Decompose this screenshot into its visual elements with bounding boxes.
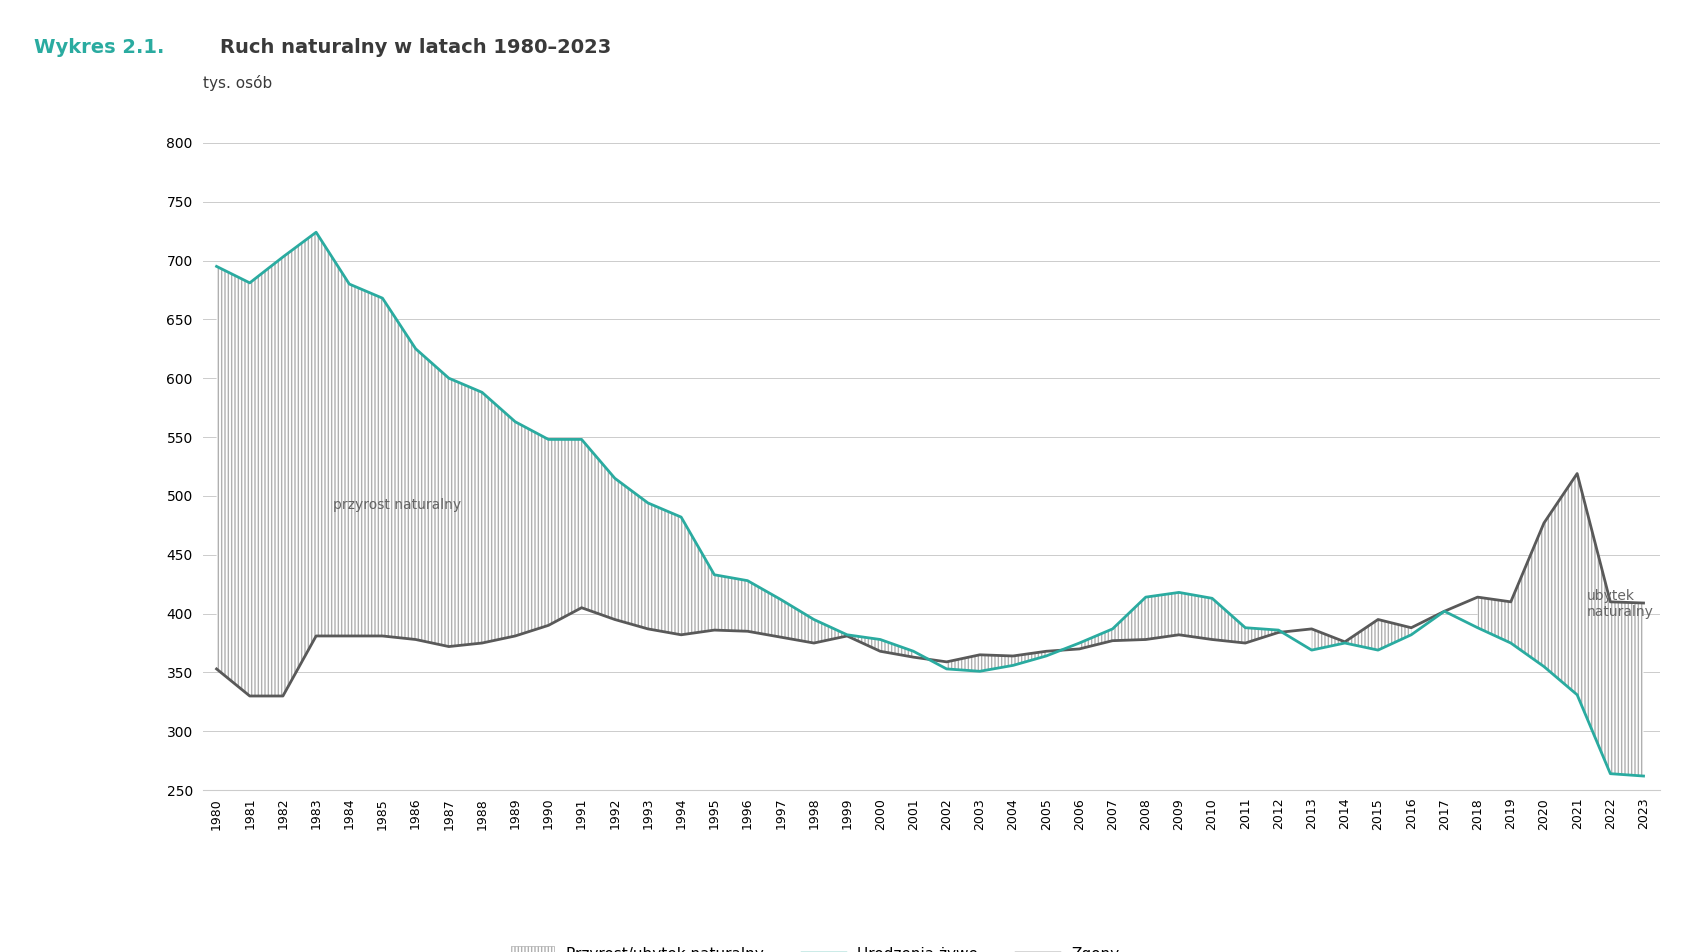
Legend: Przyrost/ubytek naturalny, Urodzenia żywe, Zgony: Przyrost/ubytek naturalny, Urodzenia żyw…: [505, 941, 1125, 952]
Text: tys. osób: tys. osób: [203, 75, 273, 91]
Text: Ruch naturalny w latach 1980–2023: Ruch naturalny w latach 1980–2023: [220, 38, 612, 57]
Text: ubytek
naturalny: ubytek naturalny: [1587, 589, 1653, 620]
Text: przyrost naturalny: przyrost naturalny: [332, 498, 461, 512]
Text: Wykres 2.1.: Wykres 2.1.: [34, 38, 164, 57]
